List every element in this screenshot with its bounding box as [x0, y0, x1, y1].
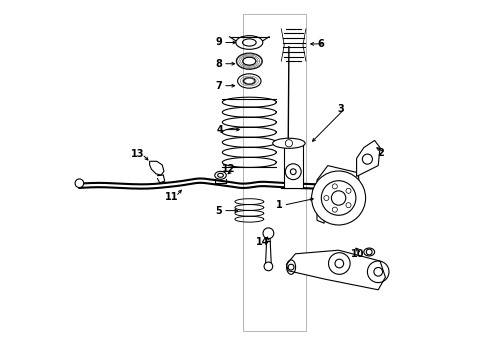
Circle shape — [75, 179, 84, 188]
Circle shape — [312, 171, 366, 225]
Text: 13: 13 — [131, 149, 145, 159]
Ellipse shape — [273, 138, 305, 148]
Text: 11: 11 — [165, 192, 178, 202]
Circle shape — [263, 228, 274, 239]
Polygon shape — [149, 161, 164, 175]
Text: 2: 2 — [378, 148, 385, 158]
Text: 5: 5 — [215, 206, 222, 216]
Circle shape — [328, 253, 350, 274]
Text: 3: 3 — [337, 104, 344, 114]
Text: 7: 7 — [215, 81, 222, 91]
Polygon shape — [317, 166, 360, 223]
Bar — [243, 14, 306, 331]
Polygon shape — [284, 144, 303, 188]
Text: 4: 4 — [217, 125, 223, 135]
Text: 8: 8 — [215, 59, 222, 69]
Text: 9: 9 — [215, 37, 222, 48]
Text: 6: 6 — [317, 39, 324, 49]
Polygon shape — [286, 250, 386, 290]
Ellipse shape — [215, 171, 226, 179]
Text: 12: 12 — [222, 164, 236, 174]
Text: 1: 1 — [276, 200, 283, 210]
Text: 14: 14 — [255, 237, 269, 247]
Text: 10: 10 — [350, 249, 364, 259]
Circle shape — [264, 262, 273, 271]
Polygon shape — [357, 140, 380, 176]
